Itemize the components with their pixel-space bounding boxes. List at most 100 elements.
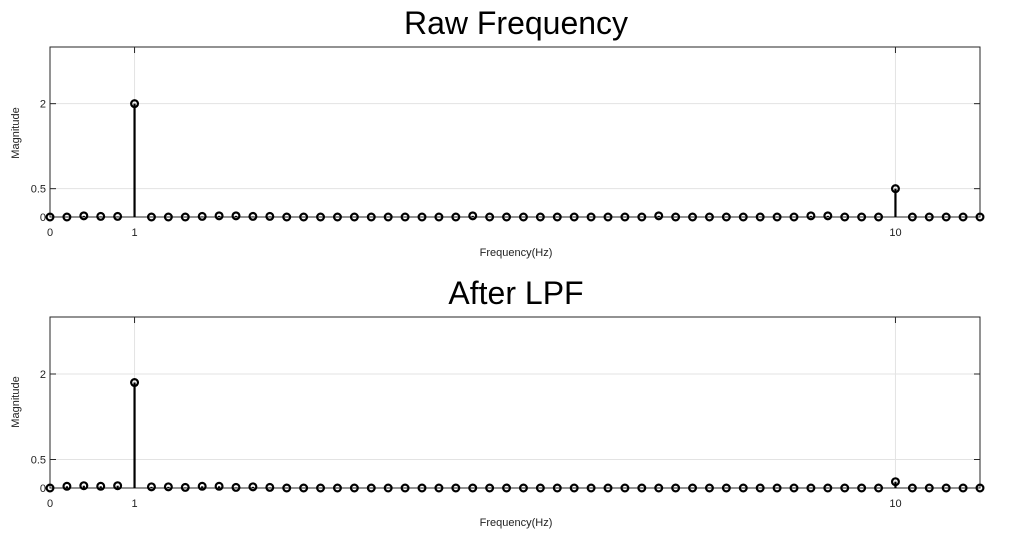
after-lpf-panel: 0 1 10 0 0.5 2 After LPF Frequency(Hz) Magnit…	[10, 275, 985, 529]
stem-marker	[671, 212, 681, 222]
stem-marker	[721, 483, 731, 493]
stem-marker	[248, 211, 258, 221]
stem-marker	[772, 212, 782, 222]
stem-marker	[79, 211, 89, 221]
stem-marker	[890, 477, 900, 487]
stem-marker	[552, 483, 562, 493]
stem-marker	[535, 212, 545, 222]
stem-marker	[417, 483, 427, 493]
stem-marker	[941, 212, 951, 222]
y-tick-label: 2	[40, 99, 46, 111]
stem-marker	[282, 212, 292, 222]
stem-marker	[857, 483, 867, 493]
stem-marker	[620, 483, 630, 493]
stem-marker	[146, 212, 156, 222]
stem-marker	[704, 483, 714, 493]
y-tick-label: 0.5	[31, 455, 46, 467]
stem-marker	[789, 483, 799, 493]
plot-background	[50, 47, 980, 217]
raw-frequency-panel: 0 1 10 0 0.5 2 Raw Frequency Frequency(Hz) Ma…	[10, 5, 985, 259]
stem-marker	[755, 212, 765, 222]
stem-marker	[434, 483, 444, 493]
stem-marker	[146, 482, 156, 492]
stem-marker	[907, 212, 917, 222]
chart-title: Raw Frequency	[404, 5, 628, 41]
stem-marker	[857, 212, 867, 222]
stem-marker	[755, 483, 765, 493]
plot-background	[50, 317, 980, 488]
stem-marker	[637, 483, 647, 493]
stem-marker	[349, 212, 359, 222]
stem-marker	[299, 483, 309, 493]
stem-marker	[316, 212, 326, 222]
stem-marker	[79, 481, 89, 491]
stem-marker	[637, 212, 647, 222]
stem-marker	[130, 378, 140, 388]
y-tick-label: 2	[40, 369, 46, 381]
stem-marker	[163, 482, 173, 492]
stem-marker	[874, 212, 884, 222]
y-tick-label: 0.5	[31, 184, 46, 196]
stem-marker	[231, 482, 241, 492]
stem-marker	[958, 212, 968, 222]
stem-marker	[975, 483, 985, 493]
stem-marker	[586, 212, 596, 222]
stem-marker	[569, 212, 579, 222]
stem-marker	[518, 483, 528, 493]
stem-marker	[823, 211, 833, 221]
stem-marker	[332, 212, 342, 222]
stem-marker	[603, 212, 613, 222]
y-axis-label: Magnitude	[10, 376, 22, 427]
stem-marker	[958, 483, 968, 493]
stem-marker	[383, 212, 393, 222]
plot-area: 0 1 10 0 0.5 2	[31, 316, 981, 510]
stem-marker	[214, 481, 224, 491]
stem-marker	[180, 482, 190, 492]
stem-marker	[907, 483, 917, 493]
stem-marker	[96, 481, 106, 491]
stem-marker	[738, 212, 748, 222]
stem-marker	[349, 483, 359, 493]
stem-marker	[704, 212, 714, 222]
stem-marker	[400, 212, 410, 222]
stem-marker	[823, 483, 833, 493]
stem-marker	[366, 212, 376, 222]
stem-marker	[163, 212, 173, 222]
stem-marker	[840, 483, 850, 493]
stem-marker	[366, 483, 376, 493]
stem-marker	[265, 482, 275, 492]
x-tick-label: 1	[131, 498, 137, 510]
plot-area: 0 1 10 0 0.5 2	[31, 46, 981, 239]
stem-marker	[282, 483, 292, 493]
x-axis-label: Frequency(Hz)	[480, 247, 553, 259]
stem-marker	[316, 483, 326, 493]
stem-marker	[789, 212, 799, 222]
stem-marker	[45, 483, 55, 493]
stem-marker	[113, 211, 123, 221]
stem-marker	[535, 483, 545, 493]
stem-marker	[214, 211, 224, 221]
x-tick-label: 0	[47, 498, 53, 510]
stem-marker	[434, 212, 444, 222]
y-tick-label: 0	[40, 483, 46, 495]
stem-marker	[451, 483, 461, 493]
chart-title: After LPF	[448, 275, 583, 311]
stem-marker	[130, 99, 140, 109]
stem-marker	[62, 212, 72, 222]
stem-marker	[688, 212, 698, 222]
stem-marker	[468, 483, 478, 493]
stem-marker	[941, 483, 951, 493]
stem-marker	[806, 483, 816, 493]
stem-marker	[924, 483, 934, 493]
stem-marker	[417, 212, 427, 222]
stem-marker	[113, 481, 123, 491]
stem-marker	[96, 211, 106, 221]
stem-marker	[552, 212, 562, 222]
stem-marker	[180, 212, 190, 222]
stem-marker	[890, 184, 900, 194]
stem-marker	[400, 483, 410, 493]
stem-marker	[840, 212, 850, 222]
x-tick-label: 10	[889, 227, 901, 239]
stem-marker	[586, 483, 596, 493]
